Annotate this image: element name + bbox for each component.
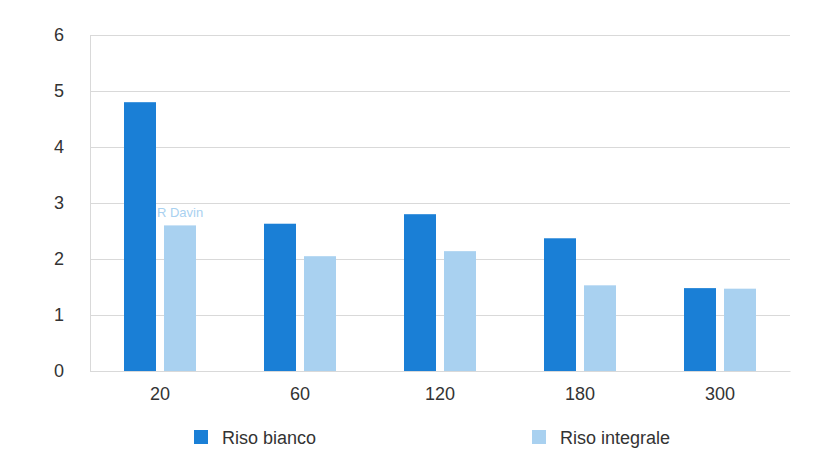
- y-axis: 0 1 2 3 4 5 6: [54, 25, 790, 381]
- bar: [264, 224, 296, 371]
- x-tick-label: 120: [425, 384, 455, 404]
- bars: [124, 102, 756, 371]
- grid-line: [90, 147, 790, 148]
- bar-series: [124, 102, 716, 371]
- x-tick: 300: [705, 371, 735, 404]
- bar: [544, 238, 576, 371]
- x-axis: 20 60 120 180 300: [91, 371, 791, 404]
- bar: [124, 102, 156, 371]
- y-tick-label: 4: [54, 137, 64, 157]
- y-tick-label: 3: [54, 193, 64, 213]
- bar: [304, 256, 336, 371]
- y-tick-label: 6: [54, 25, 64, 45]
- legend-label: Riso bianco: [222, 428, 316, 448]
- x-tick: 120: [425, 371, 455, 404]
- x-tick-label: 300: [705, 384, 735, 404]
- bar: [684, 288, 716, 371]
- legend-swatch: [532, 430, 546, 444]
- legend: Riso bianco Riso integrale: [194, 428, 670, 448]
- x-tick: 20: [150, 371, 170, 404]
- bar: [724, 289, 756, 371]
- y-tick-label: 5: [54, 81, 64, 101]
- bar-series: [164, 225, 756, 371]
- x-tick-label: 180: [565, 384, 595, 404]
- x-tick: 60: [290, 371, 310, 404]
- y-axis-line: [91, 36, 791, 372]
- grid-line: [90, 203, 790, 204]
- grid-line: [90, 371, 790, 372]
- y-tick: 6: [54, 25, 790, 45]
- y-tick: 4: [54, 137, 790, 157]
- chart: 01234562060120180300R DavinRiso biancoRi…: [0, 0, 820, 461]
- bar: [444, 251, 476, 371]
- annotation: R Davin: [157, 205, 203, 220]
- legend-swatch: [194, 430, 208, 444]
- grid-line: [90, 35, 790, 36]
- y-tick-label: 1: [54, 305, 64, 325]
- x-axis-line: [91, 371, 791, 372]
- plot: 0 1 2 3 4 5 6 20 60 120 180 300 R Davin: [54, 25, 791, 404]
- grid-line: [90, 91, 790, 92]
- bar: [584, 285, 616, 371]
- y-tick-label: 0: [54, 361, 64, 381]
- bar: [164, 225, 196, 371]
- x-tick: 180: [565, 371, 595, 404]
- y-tick-label: 2: [54, 249, 64, 269]
- legend-label: Riso integrale: [560, 428, 670, 448]
- y-tick: 5: [54, 81, 790, 101]
- bar: [404, 214, 436, 371]
- x-tick-label: 20: [150, 384, 170, 404]
- x-tick-label: 60: [290, 384, 310, 404]
